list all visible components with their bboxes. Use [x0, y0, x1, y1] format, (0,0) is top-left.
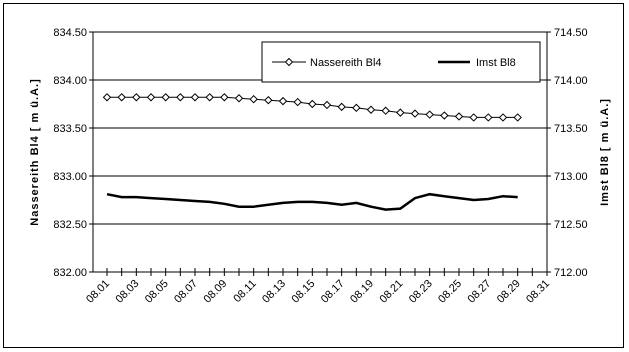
y2-tick-label-3: 713.50: [554, 123, 588, 135]
series-group: [102, 93, 522, 211]
data-point-0-25: [469, 113, 478, 122]
x-axis-tick-labels: 08.01 08.03 08.05 08.07 08.09 08.11 08.13 08.15…: [84, 278, 552, 306]
y2-tick-label-4: 714.00: [554, 75, 588, 87]
x-tick-label-9: 08.19: [348, 278, 376, 306]
y-tick-label-5: 834.50: [53, 27, 87, 39]
y-tick-label-4: 834.00: [53, 75, 87, 87]
legend-label-imst: Imst Bl8: [476, 57, 516, 69]
x-tick-label-10: 08.21: [378, 278, 406, 306]
x-tick-label-11: 08.23: [407, 278, 435, 306]
legend-box: [261, 41, 541, 83]
data-point-0-13: [293, 97, 302, 107]
x-tick-label-2: 08.05: [143, 278, 171, 306]
data-point-0-18: [366, 105, 376, 114]
data-point-0-16: [337, 102, 346, 112]
series-line-1: [106, 192, 518, 211]
data-point-0-6: [190, 93, 200, 102]
data-point-0-21: [410, 109, 420, 118]
data-point-0-17: [352, 103, 361, 113]
y-tick-label-0: 832.00: [53, 267, 87, 279]
data-point-0-11: [264, 95, 273, 105]
y-axis-title: Nassereith Bl4 [ m ü.A.]: [29, 78, 41, 225]
x-tick-label-13: 08.27: [466, 278, 494, 306]
data-point-0-5: [176, 93, 185, 102]
legend-marker-nassereith: [284, 57, 294, 67]
x-tick-label-0: 08.01: [84, 278, 112, 306]
data-point-0-4: [161, 93, 170, 102]
x-tick-label-3: 08.07: [172, 278, 200, 306]
y-tick-label-2: 833.00: [53, 171, 87, 183]
y-tick-label-3: 833.50: [53, 123, 87, 135]
data-point-0-1: [117, 93, 126, 102]
y2-axis-title: Imst Bl8 [ m ü.A.]: [599, 98, 611, 206]
x-tick-label-14: 08.29: [495, 278, 523, 306]
data-point-0-14: [308, 99, 317, 109]
y2-tick-label-5: 714.50: [554, 27, 588, 39]
plot-area: [92, 31, 548, 273]
data-point-0-20: [396, 108, 405, 117]
x-tick-label-12: 08.25: [436, 278, 464, 306]
legend: Nassereith Bl4 Imst Bl8: [261, 41, 541, 83]
data-point-0-12: [278, 96, 288, 106]
y2-tick-label-0: 712.00: [554, 267, 588, 279]
y2-tick-label-2: 713.00: [554, 171, 588, 183]
y2-tick-label-1: 712.50: [554, 219, 588, 231]
x-tick-label-4: 08.09: [202, 278, 230, 306]
data-point-0-15: [322, 100, 332, 110]
data-point-0-19: [381, 106, 390, 115]
data-point-0-27: [498, 113, 508, 122]
data-point-0-28: [513, 113, 522, 122]
x-tick-label-15: 08.31: [524, 278, 552, 306]
data-point-0-23: [440, 111, 449, 120]
data-point-0-9: [234, 94, 244, 103]
x-tick-label-5: 08.11: [231, 278, 258, 305]
data-point-0-3: [146, 93, 156, 102]
x-tick-label-8: 08.17: [319, 278, 347, 306]
y2-axis-tick-labels: 712.00 712.50 713.00 713.50 714.00 714.50: [547, 27, 588, 279]
x-tick-label-6: 08.13: [260, 278, 288, 306]
data-point-0-7: [205, 93, 214, 102]
y-tick-label-1: 832.50: [53, 219, 87, 231]
data-point-0-8: [220, 93, 229, 102]
data-point-0-22: [425, 110, 434, 119]
x-axis-ticks: [106, 268, 548, 276]
x-tick-label-7: 08.15: [290, 278, 318, 306]
data-point-0-26: [484, 113, 493, 122]
y-axis-tick-labels: 832.00 832.50 833.00 833.50 834.00 834.50: [53, 27, 93, 279]
data-point-0-2: [132, 93, 141, 102]
x-tick-label-1: 08.03: [114, 278, 142, 306]
legend-label-nassereith: Nassereith Bl4: [310, 57, 382, 69]
data-point-0-10: [249, 94, 258, 104]
data-point-0-0: [102, 93, 112, 102]
data-point-0-24: [454, 112, 464, 121]
